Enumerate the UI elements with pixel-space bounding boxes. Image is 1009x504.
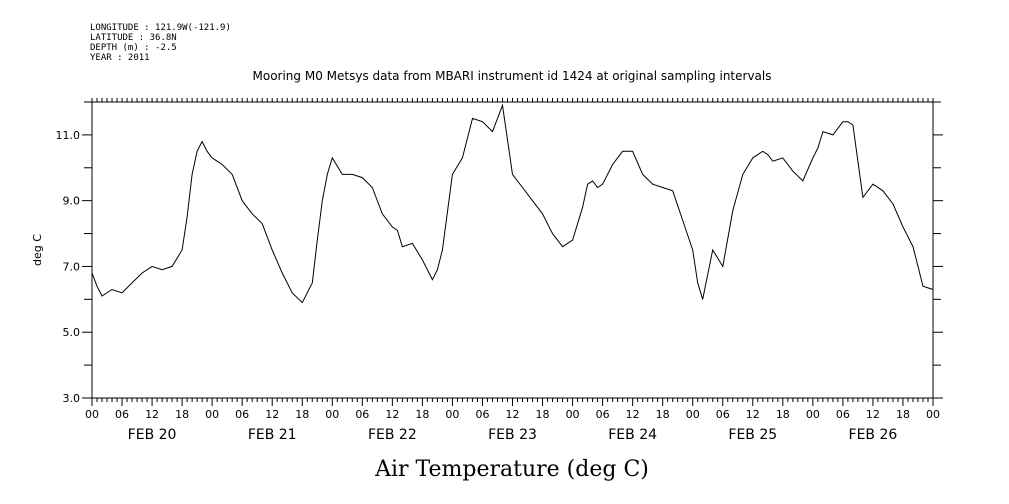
location-metadata: LONGITUDE : 121.9W(-121.9) LATITUDE : 36… — [90, 23, 231, 63]
x-tick-label: 12 — [866, 408, 880, 421]
y-tick-label: 11.0 — [56, 129, 81, 142]
x-tick-label: 00 — [85, 408, 99, 421]
x-tick-label: 06 — [716, 408, 730, 421]
x-tick-label: 12 — [385, 408, 399, 421]
x-tick-label: 18 — [536, 408, 550, 421]
x-tick-label: 00 — [806, 408, 820, 421]
x-tick-label: 18 — [175, 408, 189, 421]
day-label: FEB 20 — [128, 427, 177, 443]
depth-text: DEPTH (m) : -2.5 — [90, 43, 177, 53]
x-tick-labels: 00 06 12 18 00 06 12 18 00 06 12 18 00 06 12 18 00 06 12 18… — [85, 408, 940, 421]
x-tick-label: 12 — [506, 408, 520, 421]
x-tick-label: 06 — [596, 408, 610, 421]
x-tick-label: 12 — [626, 408, 640, 421]
y-tick-label: 3.0 — [63, 392, 81, 405]
x-tick-label: 00 — [325, 408, 339, 421]
longitude-text: LONGITUDE : 121.9W(-121.9) — [90, 23, 231, 33]
y-tick-label: 5.0 — [63, 326, 81, 339]
x-tick-label: 18 — [415, 408, 429, 421]
day-label: FEB 23 — [488, 427, 537, 443]
x-tick-label: 06 — [355, 408, 369, 421]
axis-ticks — [82, 98, 943, 406]
x-tick-label: 00 — [686, 408, 700, 421]
x-tick-label: 00 — [445, 408, 459, 421]
y-axis-label: deg C — [31, 234, 44, 266]
x-tick-label: 06 — [115, 408, 129, 421]
day-label: FEB 21 — [248, 427, 297, 443]
y-tick-labels: 3.0 5.0 7.0 9.0 11.0 — [56, 129, 81, 405]
x-axis-label: Air Temperature (deg C) — [374, 457, 649, 482]
x-tick-label: 00 — [566, 408, 580, 421]
day-label: FEB 25 — [728, 427, 777, 443]
x-tick-label: 18 — [656, 408, 670, 421]
year-text: YEAR : 2011 — [90, 53, 150, 63]
air-temperature-series-line — [91, 103, 934, 304]
x-tick-label: 00 — [926, 408, 940, 421]
x-tick-label: 00 — [205, 408, 219, 421]
y-tick-label: 9.0 — [63, 195, 81, 208]
day-label: FEB 26 — [849, 427, 898, 443]
x-tick-label: 12 — [265, 408, 279, 421]
x-tick-label: 06 — [475, 408, 489, 421]
x-tick-label: 06 — [836, 408, 850, 421]
day-label: FEB 22 — [368, 427, 417, 443]
x-tick-label: 18 — [776, 408, 790, 421]
plot-frame — [91, 101, 934, 399]
y-tick-label: 7.0 — [63, 260, 81, 273]
day-labels: FEB 20 FEB 21 FEB 22 FEB 23 FEB 24 FEB 25 FEB … — [128, 427, 898, 443]
x-tick-label: 12 — [145, 408, 159, 421]
x-tick-label: 18 — [295, 408, 309, 421]
x-tick-label: 12 — [746, 408, 760, 421]
x-tick-label: 06 — [235, 408, 249, 421]
latitude-text: LATITUDE : 36.8N — [90, 33, 177, 43]
chart-title: Mooring M0 Metsys data from MBARI instru… — [253, 69, 772, 83]
day-label: FEB 24 — [608, 427, 657, 443]
x-tick-label: 18 — [896, 408, 910, 421]
